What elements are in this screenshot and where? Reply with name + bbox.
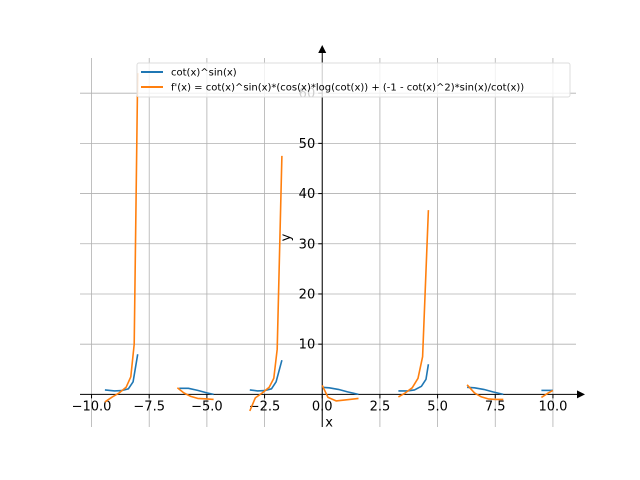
x-tick-label: 0.0 [312, 399, 333, 414]
axes [80, 45, 585, 427]
y-tick-label: 20 [299, 287, 316, 302]
series-2-branch-6 [466, 384, 504, 401]
grid [80, 58, 576, 427]
series-2-branch-3 [249, 155, 283, 412]
y-tick-label: 40 [299, 187, 316, 202]
y-tick-label: 10 [299, 338, 316, 353]
series-2-branch-2 [176, 387, 214, 401]
x-tick-label: −5.0 [191, 399, 223, 414]
series-1-branch-6 [467, 386, 504, 396]
series-2-branch-7 [540, 389, 554, 399]
x-tick-label: −2.5 [249, 399, 281, 414]
series [104, 73, 554, 412]
series-1-branch-4 [322, 386, 359, 396]
legend-label-series-2: f'(x) = cot(x)^sin(x)*(cos(x)*log(cot(x)… [171, 83, 524, 94]
y-tick-label: 30 [299, 237, 316, 252]
x-tick-label: 10.0 [538, 399, 567, 414]
x-axis-arrow [577, 390, 585, 399]
x-axis-label: x [325, 415, 333, 430]
x-tick-label: −7.5 [133, 399, 165, 414]
x-tick-label: 5.0 [427, 399, 448, 414]
x-tick-label: 7.5 [485, 399, 506, 414]
series-2-branch-1 [104, 73, 139, 403]
y-axis-label: y [279, 233, 294, 241]
series-1-branch-5 [398, 364, 430, 392]
legend-box [136, 62, 571, 98]
x-tick-label: 2.5 [370, 399, 391, 414]
y-axis-arrow [318, 45, 327, 53]
ticks: −10.0 −7.5 −5.0 −2.5 0.0 2.5 5.0 7.5 10.0 10 20 30 4… [72, 87, 568, 415]
x-tick-label: −10.0 [72, 399, 112, 414]
series-2-branch-4 [321, 384, 359, 402]
series-2-branch-5 [397, 210, 430, 398]
series-1-branch-1 [104, 354, 139, 392]
legend-label-series-1: cot(x)^sin(x) [171, 68, 237, 79]
series-1-branch-2 [179, 387, 214, 396]
legend: cot(x)^sin(x) f'(x) = cot(x)^sin(x)*(cos… [136, 62, 571, 98]
series-1-branch-3 [249, 359, 283, 392]
y-tick-label: 50 [299, 137, 316, 152]
